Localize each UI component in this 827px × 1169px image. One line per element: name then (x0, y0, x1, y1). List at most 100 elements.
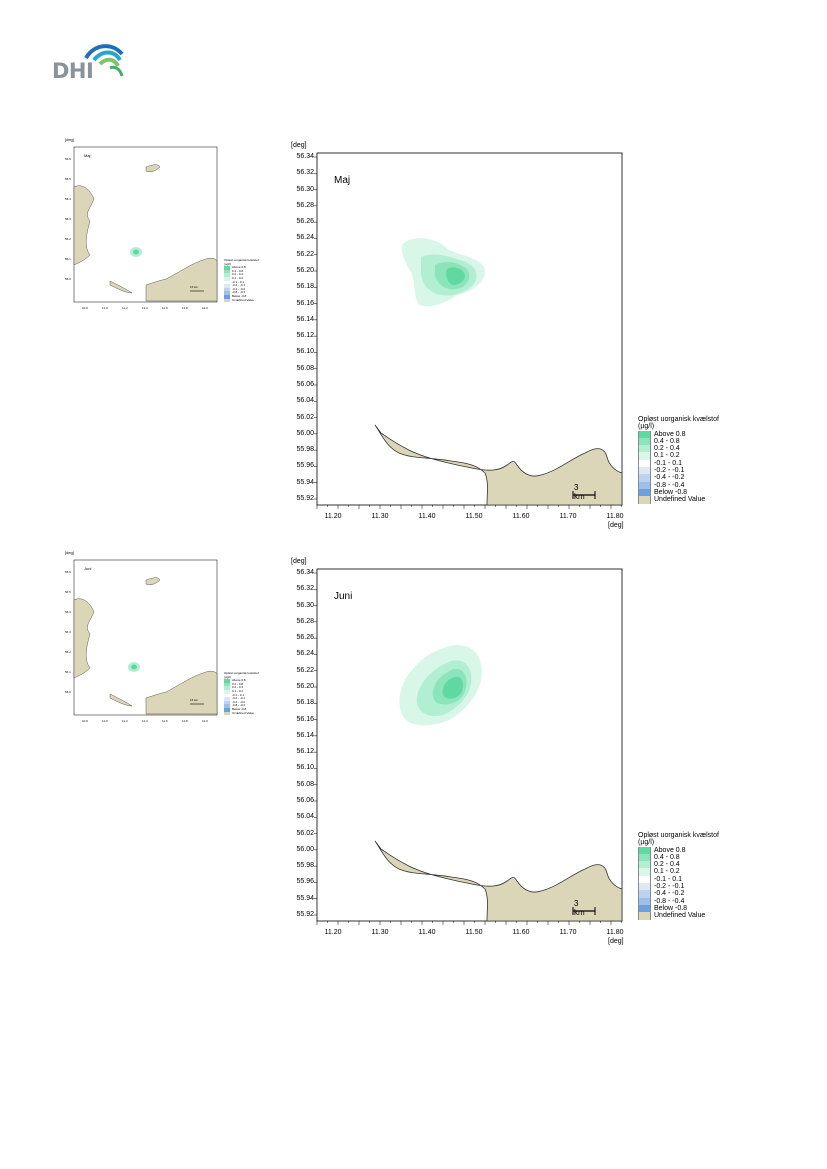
thumbnail-y-unit: [deg] (65, 137, 74, 142)
y-tick-label: 56.06 (296, 797, 314, 804)
y-tick-label: 56.16 (296, 299, 314, 307)
x-tick-label: 11.60 (512, 929, 530, 936)
thumbnail-land (145, 164, 161, 172)
thumbnail-legend-swatch (224, 294, 230, 299)
thumbnail-legend-item: -0.8 - -0.4 (224, 704, 245, 708)
thumbnail-figure (73, 559, 218, 716)
y-tick-label: 56.16 (296, 715, 314, 723)
y-tick-label: 56.26 (296, 634, 314, 642)
thumbnail-y-unit: [deg] (65, 550, 74, 555)
thumbnail-legend-label: -0.8 - -0.4 (232, 290, 246, 295)
thumbnail-y-tick: 56.2 (65, 650, 71, 654)
y-tick-label: 56.32 (296, 585, 314, 593)
thumbnail-legend-swatch (224, 276, 230, 281)
legend-swatch (638, 853, 651, 862)
thumbnail-legend-swatch (224, 686, 230, 690)
y-tick-label: 56.12 (296, 332, 314, 340)
thumbnail-legend-swatch (224, 711, 230, 716)
thumbnail-legend-swatch (224, 682, 230, 687)
thumbnail-month-label: Juni (84, 566, 92, 571)
thumbnail-legend-item: -0.8 - -0.4 (224, 290, 246, 295)
x-tick-label: 11.20 (324, 513, 342, 520)
y-tick-label: 56.00 (296, 845, 314, 853)
legend-swatch (638, 452, 651, 460)
thumbnail-map-maj: [deg] 56.6 56.5 56.4 56.3 56.2 56.1 56.0 10.9 11.… (62, 135, 259, 310)
legend-item: 0.1 - 0.2 (638, 452, 748, 460)
legend-swatch (638, 890, 651, 898)
y-tick-label: 56.08 (296, 780, 314, 788)
y-tick-label: 55.98 (296, 446, 314, 454)
legend-item: -0.4 - -0.2 (638, 474, 748, 482)
thumbnail-scale-label: 15 km (190, 698, 199, 702)
y-tick-label: 56.28 (296, 617, 314, 625)
thumbnail-legend-label: 0.1 - 0.2 (232, 275, 244, 280)
legend-swatch (638, 474, 651, 482)
legend-label: Above 0.8 (654, 430, 686, 438)
x-tick-label: 11.70 (559, 929, 577, 936)
thumbnail-legend-swatch (224, 298, 230, 303)
legend-label: 0.2 - 0.4 (654, 861, 680, 869)
thumbnail-x-tick: 11.0 (102, 719, 108, 723)
thumbnail-y-tick: 56.5 (65, 177, 71, 181)
thumbnail-legend-item: Below -0.8 (224, 293, 247, 299)
coastline-land (374, 424, 623, 506)
y-tick-label: 55.96 (296, 878, 314, 886)
thumbnail-y-tick: 56.2 (65, 237, 71, 241)
thumbnail-x-tick: 11.2 (122, 306, 128, 310)
thumbnail-x-tick: 11.6 (162, 719, 168, 723)
thumbnail-legend-label: -0.4 - -0.2 (232, 699, 246, 704)
y-tick-label: 56.04 (296, 813, 314, 821)
legend-swatch (638, 488, 651, 497)
dhi-logo-mark (84, 44, 124, 77)
thumbnail-legend-item: 0.2 - 0.4 (224, 686, 244, 690)
thumbnail-legend-label: -0.1 - 0.1 (232, 692, 245, 697)
y-tick-label: 56.28 (296, 201, 314, 209)
x-tick-label: 11.20 (324, 929, 342, 936)
thumbnail-x-tick: 11.8 (182, 306, 188, 310)
thumbnail-legend-item: -0.4 - -0.2 (224, 699, 246, 705)
x-tick-label: 11.80 (606, 513, 624, 520)
y-tick-label: 56.32 (296, 169, 314, 177)
thumbnail-figure (73, 146, 218, 303)
legend-label: Undefined Value (654, 912, 706, 920)
thumbnail-legend-label: Below -0.8 (232, 293, 247, 298)
thumbnail-legend-label: -0.2 - -0.1 (232, 696, 246, 701)
legend-item: 0.2 - 0.4 (638, 861, 748, 869)
map-month-label: Maj (334, 175, 351, 186)
thumbnail-legend-swatch (224, 693, 230, 698)
scale-bar-label: 3 km (574, 899, 585, 917)
scale-bar (572, 491, 596, 499)
thumbnail-legend-item: -0.4 - -0.2 (224, 286, 246, 292)
y-tick-label: 56.18 (296, 283, 314, 291)
thumbnail-legend-swatch (224, 284, 230, 288)
thumbnail-y-tick: 56.5 (65, 590, 71, 594)
legend-item: -0.2 - -0.1 (638, 467, 748, 475)
thumbnail-x-tick: 11.0 (102, 306, 108, 310)
legend-swatch (638, 467, 651, 475)
y-tick-label: 55.94 (296, 478, 314, 486)
thumbnail-legend-label: 0.2 - 0.4 (232, 685, 244, 690)
legend-label: 0.1 - 0.2 (654, 868, 680, 876)
legend-item: Above 0.8 (638, 846, 748, 854)
thumbnail-x-tick: 11.8 (182, 719, 188, 723)
thumbnail-legend-label: -0.4 - -0.2 (232, 286, 246, 291)
thumbnail-legend-label: Below -0.8 (232, 706, 247, 711)
thumbnail-plume (131, 664, 137, 670)
thumbnail-legend-label: 0.4 - 0.8 (232, 268, 244, 273)
thumbnail-legend-label: Above 0.8 (232, 678, 246, 683)
legend-unit: (µg/l) (638, 839, 655, 847)
thumbnail-legend-label: 0.2 - 0.4 (232, 272, 244, 277)
scale-bar (572, 907, 596, 915)
legend-label: Below -0.8 (654, 488, 688, 496)
legend-label: -0.2 - -0.1 (654, 883, 685, 891)
legend-label: -0.8 - -0.4 (654, 481, 685, 489)
x-tick-label: 11.70 (559, 513, 577, 520)
thumbnail-legend-unit: (µg/l) (224, 674, 231, 679)
thumbnail-y-tick: 56.6 (65, 157, 71, 161)
thumbnail-y-tick: 56.6 (65, 570, 71, 574)
legend-item: 0.4 - 0.8 (638, 437, 748, 446)
x-tick-label: 11.40 (418, 513, 436, 520)
thumbnail-legend-swatch (224, 679, 230, 683)
legend-label: 0.4 - 0.8 (654, 437, 680, 445)
legend-swatch (638, 481, 651, 489)
